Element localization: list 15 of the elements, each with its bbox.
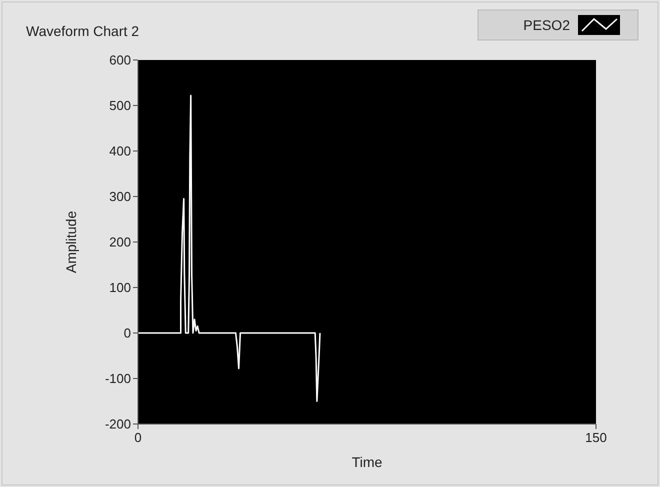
x-tick-label: 150	[585, 430, 607, 445]
y-tick-label: 400	[109, 144, 131, 159]
x-axis-title: Time	[352, 454, 383, 470]
chart-title: Waveform Chart 2	[26, 23, 140, 39]
y-tick-label: 300	[109, 189, 131, 204]
legend-label: PESO2	[523, 17, 570, 33]
y-tick-label: 0	[124, 326, 131, 341]
y-tick-label: 500	[109, 98, 131, 114]
line-series	[137, 94, 321, 402]
y-axis-title: Amplitude	[63, 210, 79, 274]
y-tick-label: 200	[109, 234, 131, 250]
y-tick-label: -100	[104, 371, 131, 386]
y-tick-label: 600	[109, 52, 131, 68]
y-tick-label: -200	[104, 416, 131, 432]
y-tick-label: 100	[109, 280, 131, 296]
